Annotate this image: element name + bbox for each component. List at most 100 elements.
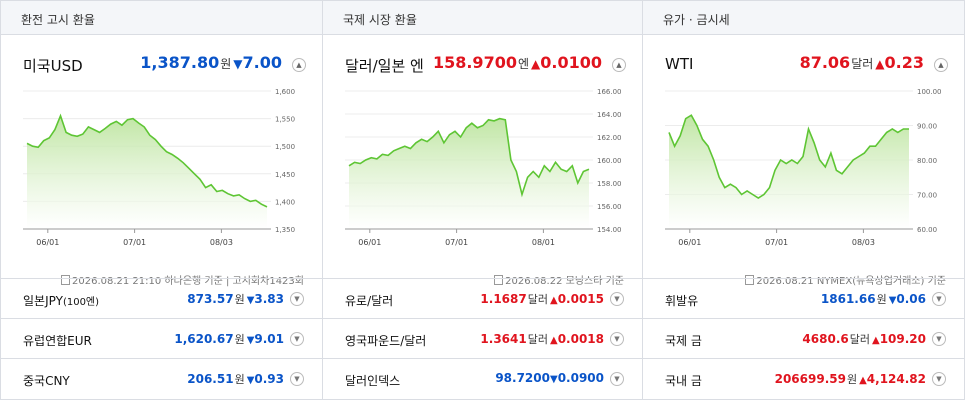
arrow-up-icon: ▲: [871, 335, 880, 346]
quote-row[interactable]: 유럽연합EUR 1,620.67원 ▼9.01 ▼: [1, 318, 322, 358]
chevron-down-icon[interactable]: ▼: [932, 332, 946, 346]
x-tick-label: 08/03: [852, 238, 875, 247]
chevron-down-icon[interactable]: ▼: [610, 332, 624, 346]
quote-row[interactable]: 일본JPY(100엔) 873.57원 ▼3.83 ▼: [1, 278, 322, 318]
quote-row-change: 0.0018: [557, 332, 604, 346]
panel-oil-gold: 유가 · 금시세 WTI 87.06달러 ▲0.23 ▲ 100.00 90.00 80.00…: [643, 1, 964, 399]
quote-row-number: 1861.66: [820, 292, 876, 306]
quote-row-number: 4680.6: [802, 332, 849, 346]
chevron-down-icon[interactable]: ▼: [290, 292, 304, 306]
quote-row-value: 206699.59원 ▲4,124.82: [775, 371, 926, 387]
y-tick-label: 70.00: [917, 192, 937, 200]
quote-row-name: 휘발유: [665, 292, 698, 309]
quote-list: 일본JPY(100엔) 873.57원 ▼3.83 ▼ 유럽연합EUR 1,620.67 원…: [1, 278, 322, 398]
main-quote-unit: 엔: [517, 57, 530, 71]
quote-row[interactable]: 영국파운드/달러 1.3641달러 ▲0.0018 ▼: [323, 318, 642, 358]
quote-row-number: 1.3641: [480, 332, 527, 346]
data-source-text: 2026.08.22 모닝스타 기준: [505, 276, 624, 287]
arrow-up-icon: ▲: [549, 295, 558, 306]
quote-row-name: 유럽연합EUR: [23, 332, 92, 349]
quote-row-name-text: 중국CNY: [23, 374, 70, 388]
quote-row-name-text: 국내 금: [665, 374, 702, 388]
data-source-text: 2026.08.21 NYMEX(뉴욕상업거래소) 기준: [756, 276, 946, 287]
quote-list: 휘발유 1861.66원 ▼0.06 ▼ 국제 금 4680.6달러 ▲109.20 ▼ 국내 …: [643, 278, 964, 398]
x-tick-label: 07/01: [765, 238, 788, 247]
arrow-up-icon: ▲: [859, 375, 867, 386]
arrow-up-icon: ▲: [531, 57, 541, 71]
quote-row-name: 국내 금: [665, 372, 702, 389]
quote-row-unit: 원: [234, 293, 245, 306]
data-source: 2026.08.22 모닝스타 기준: [494, 272, 624, 287]
y-tick-label: 1,400: [275, 198, 295, 206]
series-line: [26, 113, 268, 208]
document-icon: [494, 275, 504, 285]
chevron-up-icon[interactable]: ▲: [612, 58, 626, 72]
quote-row-change: 3.83: [254, 292, 284, 306]
y-tick-label: 100.00: [917, 88, 942, 96]
quote-row[interactable]: 국제 금 4680.6달러 ▲109.20 ▼: [643, 318, 964, 358]
quote-row-number: 206.51: [187, 372, 234, 386]
chevron-down-icon[interactable]: ▼: [932, 292, 946, 306]
y-tick-label: 1,450: [275, 171, 295, 179]
main-quote-value: 158.9700엔 ▲0.0100: [433, 53, 602, 72]
quote-row-value: 98.7200▼0.0900: [495, 371, 604, 385]
main-quote-number: 87.06: [799, 53, 851, 72]
quote-row[interactable]: 휘발유 1861.66원 ▼0.06 ▼: [643, 278, 964, 318]
arrow-down-icon: ▼: [233, 57, 243, 71]
x-tick-label: 08/01: [532, 238, 555, 247]
quote-row-unit: 달러: [527, 293, 548, 306]
main-quote-number: 158.9700: [432, 53, 517, 72]
series-line: [668, 114, 909, 199]
quote-row-name-text: 휘발유: [665, 294, 699, 308]
quote-row[interactable]: 중국CNY 206.51원 ▼0.93 ▼: [1, 358, 322, 398]
quote-row-number: 1,620.67: [174, 332, 234, 346]
quote-row-unit: 원: [876, 293, 887, 306]
y-tick-label: 160.00: [597, 157, 622, 165]
quote-row-name: 달러인덱스: [345, 372, 400, 389]
quote-row-name-text: 유로/달러: [345, 294, 394, 308]
quote-row-change: 0.93: [254, 372, 284, 386]
series-area: [669, 115, 909, 229]
arrow-down-icon: ▼: [549, 374, 558, 385]
main-quote-number: 1,387.80: [140, 53, 220, 72]
quote-row-name-text: 유럽연합EUR: [23, 334, 92, 348]
y-tick-label: 90.00: [917, 123, 937, 131]
quote-row-number: 873.57: [187, 292, 234, 306]
main-quote[interactable]: WTI 87.06달러 ▲0.23 ▲: [665, 53, 950, 77]
arrow-down-icon: ▼: [246, 375, 255, 386]
y-tick-label: 154.00: [597, 226, 622, 234]
quote-row[interactable]: 유로/달러 1.1687달러 ▲0.0015 ▼: [323, 278, 642, 318]
chevron-up-icon[interactable]: ▲: [934, 58, 948, 72]
main-quote[interactable]: 달러/일본 엔 158.9700엔 ▲0.0100 ▲: [345, 53, 628, 77]
x-tick-label: 06/01: [678, 238, 701, 247]
chevron-down-icon[interactable]: ▼: [290, 372, 304, 386]
arrow-up-icon: ▲: [875, 57, 885, 71]
quote-row-value: 4680.6달러 ▲109.20: [802, 331, 926, 347]
price-chart: 166.00 164.00 162.00 160.00 158.00 156.00 154.…: [345, 88, 622, 247]
chevron-down-icon[interactable]: ▼: [610, 292, 624, 306]
chevron-down-icon[interactable]: ▼: [610, 372, 624, 386]
quote-row-change: 0.0015: [557, 292, 604, 306]
arrow-down-icon: ▼: [246, 295, 255, 306]
main-quote-value: 87.06달러 ▲0.23: [800, 53, 924, 72]
chevron-down-icon[interactable]: ▼: [290, 332, 304, 346]
document-icon: [745, 275, 755, 285]
y-tick-label: 162.00: [597, 134, 622, 142]
chevron-up-icon[interactable]: ▲: [292, 58, 306, 72]
y-tick-label: 60.00: [917, 226, 937, 234]
quote-row-value: 1861.66원 ▼0.06: [821, 291, 926, 307]
quote-row-unit: 달러: [527, 333, 548, 346]
price-chart: 1,600 1,550 1,500 1,450 1,400 1,350 06/01 07/01…: [23, 88, 295, 247]
chevron-down-icon[interactable]: ▼: [932, 372, 946, 386]
panel-main: 달러/일본 엔 158.9700엔 ▲0.0100 ▲ 166.00 164.00 162.…: [323, 35, 642, 287]
quote-row[interactable]: 달러인덱스 98.7200▼0.0900 ▼: [323, 358, 642, 398]
panel-main: 미국USD 1,387.80원 ▼7.00 ▲ 1,600 1,550 1,500 1,450…: [1, 35, 322, 287]
quote-row-name: 유로/달러: [345, 292, 393, 309]
quote-row-name-text: 일본JPY: [23, 294, 63, 308]
main-quote-change: 0.0100: [540, 53, 602, 72]
y-tick-label: 1,350: [275, 226, 295, 234]
panel-main: WTI 87.06달러 ▲0.23 ▲ 100.00 90.00 80.00 70.00 60.…: [643, 35, 964, 287]
x-tick-label: 07/01: [123, 238, 146, 247]
quote-row[interactable]: 국내 금 206699.59원 ▲4,124.82 ▼: [643, 358, 964, 398]
main-quote[interactable]: 미국USD 1,387.80원 ▼7.00 ▲: [23, 53, 308, 77]
